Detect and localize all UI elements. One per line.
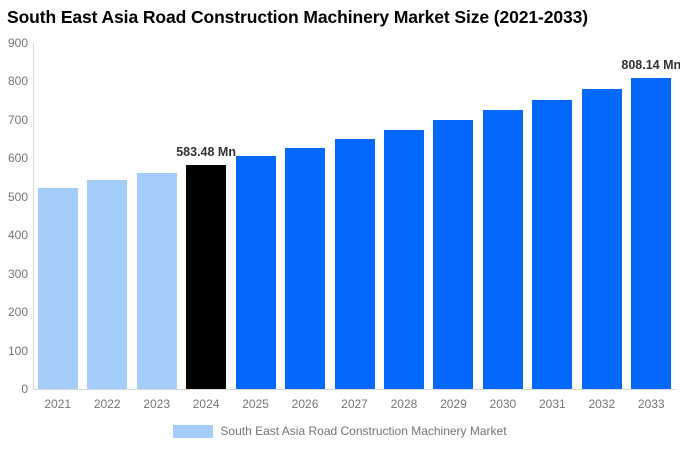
x-tick-2033: 2033 (637, 397, 665, 411)
bar-2028[interactable] (383, 129, 424, 389)
x-tick-2024: 2024 (192, 397, 220, 411)
x-tick-2025: 2025 (242, 397, 269, 411)
y-tick-100: 100 (7, 343, 28, 358)
bar-2025[interactable] (235, 156, 276, 389)
y-tick-200: 200 (7, 305, 28, 320)
x-tick-2023: 2023 (143, 397, 170, 411)
bar-2023[interactable] (136, 172, 177, 389)
y-tick-800: 800 (7, 74, 28, 89)
y-tick-600: 600 (7, 151, 28, 166)
x-tick-2022: 2022 (93, 397, 121, 411)
bar-2026[interactable] (285, 147, 326, 389)
bar-2029[interactable] (433, 120, 474, 389)
x-tick-2031: 2031 (538, 397, 566, 411)
bar-2031[interactable] (532, 99, 573, 389)
x-tick-2021: 2021 (44, 397, 72, 411)
legend: South East Asia Road Construction Machin… (0, 424, 680, 438)
y-tick-700: 700 (7, 112, 28, 127)
bar-2021[interactable] (37, 187, 78, 389)
legend-swatch (173, 424, 214, 438)
legend-label: South East Asia Road Construction Machin… (220, 424, 507, 438)
bar-2032[interactable] (581, 89, 622, 389)
chart-title: South East Asia Road Construction Machin… (7, 7, 589, 27)
y-axis-line (33, 43, 34, 389)
bar-2033[interactable] (631, 78, 672, 389)
x-tick-2026: 2026 (291, 397, 319, 411)
data-label-2033: 808.14 Mn (621, 58, 680, 73)
y-tick-400: 400 (7, 228, 28, 243)
x-axis-line (33, 389, 676, 390)
x-tick-2028: 2028 (390, 397, 418, 411)
x-tick-2029: 2029 (440, 397, 467, 411)
x-tick-2027: 2027 (341, 397, 368, 411)
y-tick-900: 900 (7, 36, 28, 50)
y-tick-0: 0 (21, 382, 28, 396)
data-label-2024: 583.48 Mn (176, 144, 236, 159)
y-tick-500: 500 (7, 189, 28, 204)
bar-2027[interactable] (334, 138, 375, 389)
bar-2030[interactable] (482, 110, 523, 389)
bar-2022[interactable] (87, 180, 128, 389)
x-tick-2030: 2030 (489, 397, 517, 411)
x-tick-2032: 2032 (588, 397, 616, 411)
bar-2024[interactable] (186, 164, 227, 389)
y-tick-300: 300 (7, 266, 28, 281)
